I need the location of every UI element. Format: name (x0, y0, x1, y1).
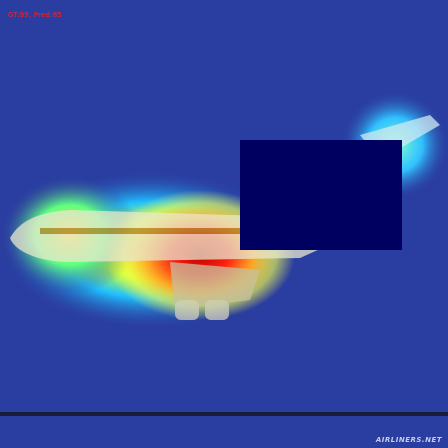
airplane-stripe (40, 228, 300, 234)
bottom-strip (0, 412, 448, 416)
airplane-engine-right (205, 300, 229, 320)
airplane-wing (170, 262, 260, 310)
watermark: AIRLINERS.NET (375, 436, 442, 444)
occluder-patch (240, 140, 402, 250)
airplane-engine-left (175, 300, 199, 320)
prediction-label: GT:99, Pred:85 (8, 11, 63, 19)
